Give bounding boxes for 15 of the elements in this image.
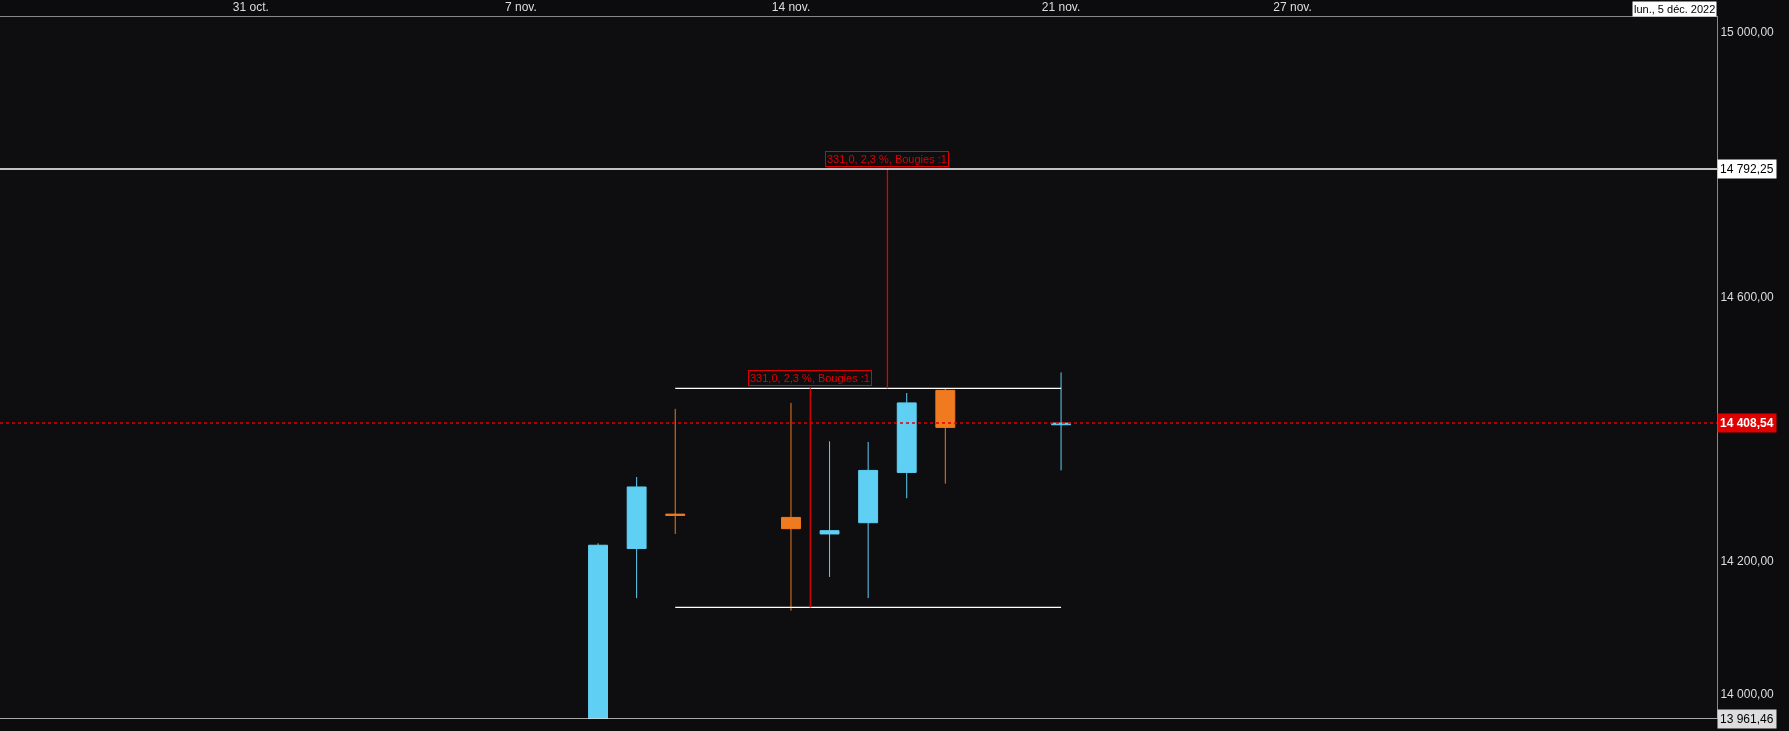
x-tick-label: 27 nov. bbox=[1273, 0, 1312, 15]
annotation: 331,0, 2,3 %, Bougies :1 bbox=[827, 153, 947, 165]
x-tick-label: 7 nov. bbox=[504, 0, 537, 15]
ref-line-label: 14 792,25 bbox=[1720, 162, 1774, 176]
ref-line-label: 13 961,46 bbox=[1720, 712, 1774, 726]
text: lun., 5 déc. 2022 bbox=[1634, 3, 1716, 15]
y-tick-label: 14 200,00 bbox=[1720, 554, 1775, 569]
y-tick-label: 14 000,00 bbox=[1720, 686, 1775, 701]
y-tick-label: 15 000,00 bbox=[1720, 24, 1775, 39]
x-tick-label: 21 nov. bbox=[1041, 0, 1081, 15]
annotation: 331,0, 2,3 %, Bougies :1 bbox=[750, 372, 870, 384]
x-tick-label: 31 oct. bbox=[232, 0, 269, 15]
ref-line-label: 14 408,54 bbox=[1720, 416, 1774, 430]
y-tick-label: 14 600,00 bbox=[1720, 289, 1775, 304]
x-tick-label: 14 nov. bbox=[771, 0, 811, 15]
